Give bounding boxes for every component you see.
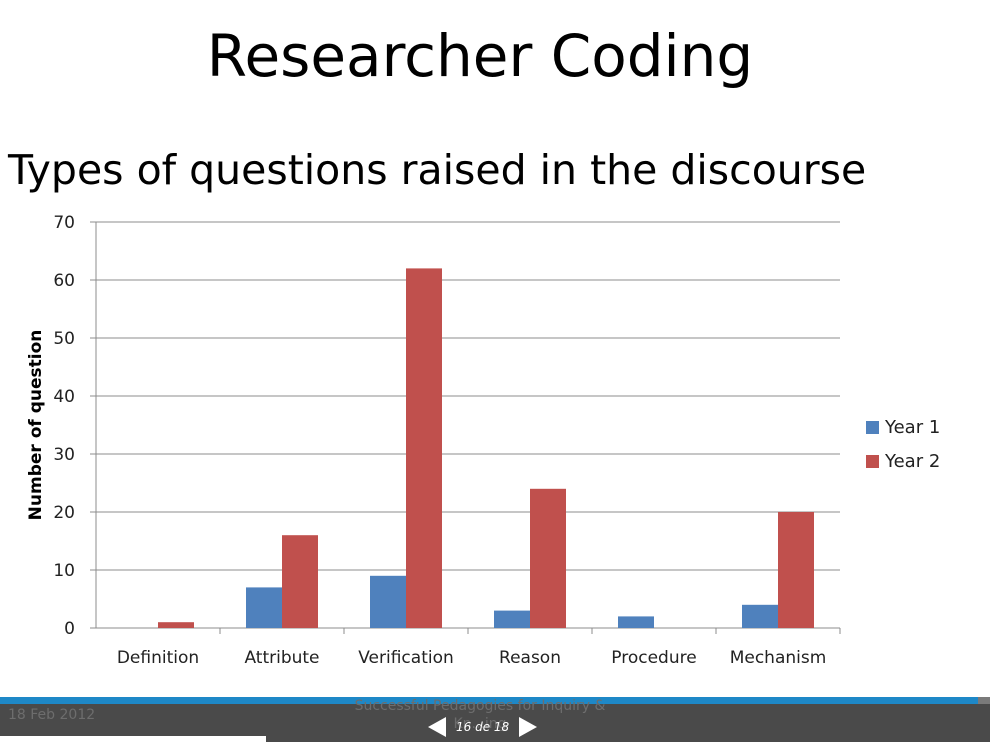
- legend-label: Year 2: [885, 450, 941, 472]
- footer-accent-line: [0, 697, 978, 704]
- legend-swatch: [866, 454, 879, 468]
- bar-year-1: [370, 575, 406, 628]
- slide: Researcher Coding Types of questions rai…: [8, 22, 941, 668]
- x-tick-label: Mechanism: [730, 648, 827, 668]
- x-tick-label: Definition: [117, 648, 199, 668]
- legend-label: Year 1: [885, 416, 941, 438]
- page-indicator: 16 de 18: [456, 720, 510, 734]
- y-tick-label: 50: [53, 329, 75, 349]
- scrollbar[interactable]: [0, 736, 266, 742]
- y-tick-label: 30: [53, 445, 75, 465]
- x-tick-label: Attribute: [244, 648, 319, 668]
- footer-presentation-title: Successful Pedagogies for Inquiry & Kn..…: [354, 698, 606, 732]
- x-tick-label: Reason: [499, 648, 561, 668]
- bar-year-1: [246, 587, 282, 628]
- bar-year-1: [742, 604, 778, 628]
- x-tick-label: Procedure: [611, 648, 696, 668]
- bar-chart: 0 10 20 30 40 50 60 70 Number of question Definit…: [26, 213, 841, 668]
- bar-year-2: [530, 488, 566, 628]
- bar-year-1: [618, 616, 654, 628]
- y-tick-label: 70: [53, 213, 75, 233]
- legend-item-year-1: Year 1: [866, 410, 940, 444]
- footer-date: 18 Feb 2012: [8, 707, 96, 723]
- slide-subtitle: Types of questions raised in the discour…: [8, 146, 867, 194]
- footer-accent-end: [978, 697, 990, 704]
- y-tick-label: 40: [53, 387, 75, 407]
- x-tick-label: Verification: [358, 648, 454, 668]
- slide-title: Researcher Coding: [206, 22, 754, 90]
- legend-swatch: [866, 420, 879, 434]
- bar-year-2: [282, 535, 318, 628]
- bar-year-1: [494, 610, 530, 628]
- previous-slide-icon[interactable]: [428, 717, 446, 737]
- bar-year-2: [406, 268, 442, 628]
- chart-legend: Year 1 Year 2: [866, 410, 940, 478]
- bar-year-2: [158, 622, 194, 628]
- bar-year-2: [778, 512, 814, 628]
- y-tick-label: 10: [53, 561, 75, 581]
- legend-item-year-2: Year 2: [866, 444, 940, 478]
- y-tick-label: 60: [53, 271, 75, 291]
- y-tick-label: 0: [64, 619, 75, 639]
- presentation-footer: 18 Feb 2012 Successful Pedagogies for In…: [0, 697, 990, 742]
- next-slide-icon[interactable]: [519, 717, 538, 737]
- y-tick-label: 20: [53, 503, 75, 523]
- y-axis-label: Number of question: [26, 330, 46, 521]
- slide-navigation: 16 de 18: [428, 717, 538, 737]
